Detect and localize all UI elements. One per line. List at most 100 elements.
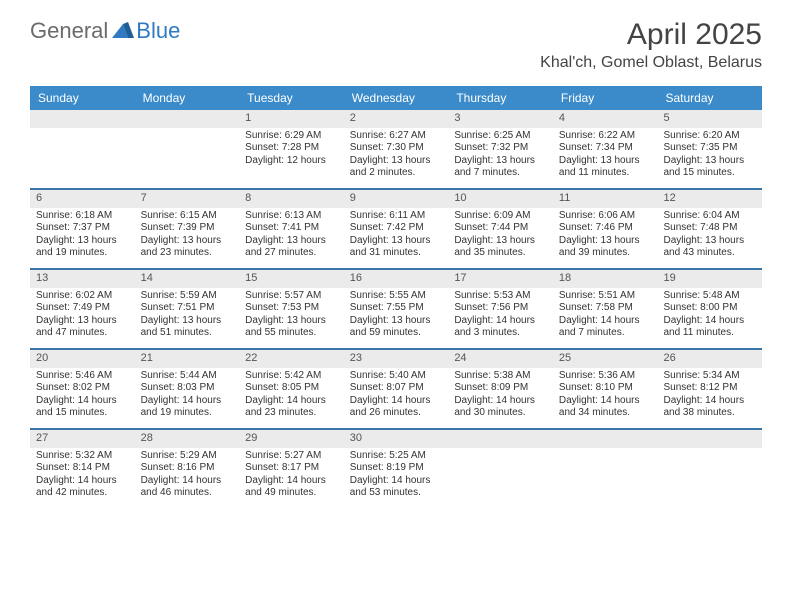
sunrise-text: Sunrise: 5:40 AM <box>350 370 443 383</box>
day-details: Sunrise: 5:32 AMSunset: 8:14 PMDaylight:… <box>30 448 135 504</box>
day-number: 11 <box>553 190 658 208</box>
daylight-text: Daylight: 14 hours and 15 minutes. <box>36 395 129 420</box>
day-number: 16 <box>344 270 449 288</box>
logo-text-general: General <box>30 18 108 44</box>
sunset-text: Sunset: 7:35 PM <box>663 142 756 155</box>
day-number: 7 <box>135 190 240 208</box>
daylight-text: Daylight: 14 hours and 38 minutes. <box>663 395 756 420</box>
day-details: Sunrise: 5:36 AMSunset: 8:10 PMDaylight:… <box>553 368 658 424</box>
day-details: Sunrise: 5:29 AMSunset: 8:16 PMDaylight:… <box>135 448 240 504</box>
day-cell: 3Sunrise: 6:25 AMSunset: 7:32 PMDaylight… <box>448 110 553 188</box>
day-number: 21 <box>135 350 240 368</box>
logo: General Blue <box>30 18 180 44</box>
sunrise-text: Sunrise: 5:32 AM <box>36 450 129 463</box>
day-number: 20 <box>30 350 135 368</box>
daylight-text: Daylight: 13 hours and 27 minutes. <box>245 235 338 260</box>
daylight-text: Daylight: 14 hours and 11 minutes. <box>663 315 756 340</box>
day-details: Sunrise: 6:09 AMSunset: 7:44 PMDaylight:… <box>448 208 553 264</box>
sunrise-text: Sunrise: 6:11 AM <box>350 210 443 223</box>
daylight-text: Daylight: 14 hours and 46 minutes. <box>141 475 234 500</box>
daylight-text: Daylight: 13 hours and 55 minutes. <box>245 315 338 340</box>
sunrise-text: Sunrise: 6:09 AM <box>454 210 547 223</box>
day-cell: 12Sunrise: 6:04 AMSunset: 7:48 PMDayligh… <box>657 190 762 268</box>
sunset-text: Sunset: 7:51 PM <box>141 302 234 315</box>
day-details: Sunrise: 6:22 AMSunset: 7:34 PMDaylight:… <box>553 128 658 184</box>
day-cell <box>135 110 240 188</box>
sunset-text: Sunset: 7:41 PM <box>245 222 338 235</box>
day-details: Sunrise: 5:44 AMSunset: 8:03 PMDaylight:… <box>135 368 240 424</box>
sunrise-text: Sunrise: 5:48 AM <box>663 290 756 303</box>
day-details: Sunrise: 5:48 AMSunset: 8:00 PMDaylight:… <box>657 288 762 344</box>
sunset-text: Sunset: 7:30 PM <box>350 142 443 155</box>
day-cell <box>448 430 553 508</box>
week-row: 13Sunrise: 6:02 AMSunset: 7:49 PMDayligh… <box>30 270 762 350</box>
sunset-text: Sunset: 7:42 PM <box>350 222 443 235</box>
sunset-text: Sunset: 7:53 PM <box>245 302 338 315</box>
day-number: 4 <box>553 110 658 128</box>
day-number: 24 <box>448 350 553 368</box>
daylight-text: Daylight: 13 hours and 59 minutes. <box>350 315 443 340</box>
sunrise-text: Sunrise: 5:25 AM <box>350 450 443 463</box>
sunrise-text: Sunrise: 6:13 AM <box>245 210 338 223</box>
sunset-text: Sunset: 7:44 PM <box>454 222 547 235</box>
day-details: Sunrise: 6:27 AMSunset: 7:30 PMDaylight:… <box>344 128 449 184</box>
day-number: 26 <box>657 350 762 368</box>
sunrise-text: Sunrise: 6:27 AM <box>350 130 443 143</box>
day-number: 1 <box>239 110 344 128</box>
day-cell: 28Sunrise: 5:29 AMSunset: 8:16 PMDayligh… <box>135 430 240 508</box>
sunset-text: Sunset: 7:48 PM <box>663 222 756 235</box>
day-details: Sunrise: 6:18 AMSunset: 7:37 PMDaylight:… <box>30 208 135 264</box>
sunset-text: Sunset: 7:34 PM <box>559 142 652 155</box>
sunset-text: Sunset: 7:49 PM <box>36 302 129 315</box>
day-cell: 23Sunrise: 5:40 AMSunset: 8:07 PMDayligh… <box>344 350 449 428</box>
sunrise-text: Sunrise: 5:53 AM <box>454 290 547 303</box>
day-details: Sunrise: 5:59 AMSunset: 7:51 PMDaylight:… <box>135 288 240 344</box>
day-cell: 10Sunrise: 6:09 AMSunset: 7:44 PMDayligh… <box>448 190 553 268</box>
day-number <box>657 430 762 448</box>
day-details: Sunrise: 5:40 AMSunset: 8:07 PMDaylight:… <box>344 368 449 424</box>
sunrise-text: Sunrise: 6:18 AM <box>36 210 129 223</box>
sunset-text: Sunset: 8:17 PM <box>245 462 338 475</box>
day-number <box>448 430 553 448</box>
day-cell: 1Sunrise: 6:29 AMSunset: 7:28 PMDaylight… <box>239 110 344 188</box>
daylight-text: Daylight: 13 hours and 51 minutes. <box>141 315 234 340</box>
day-details: Sunrise: 6:04 AMSunset: 7:48 PMDaylight:… <box>657 208 762 264</box>
sunset-text: Sunset: 8:16 PM <box>141 462 234 475</box>
daylight-text: Daylight: 14 hours and 42 minutes. <box>36 475 129 500</box>
sunset-text: Sunset: 7:56 PM <box>454 302 547 315</box>
day-details: Sunrise: 5:53 AMSunset: 7:56 PMDaylight:… <box>448 288 553 344</box>
daylight-text: Daylight: 14 hours and 53 minutes. <box>350 475 443 500</box>
day-cell <box>657 430 762 508</box>
day-cell: 15Sunrise: 5:57 AMSunset: 7:53 PMDayligh… <box>239 270 344 348</box>
day-cell: 18Sunrise: 5:51 AMSunset: 7:58 PMDayligh… <box>553 270 658 348</box>
sunset-text: Sunset: 8:14 PM <box>36 462 129 475</box>
day-cell: 13Sunrise: 6:02 AMSunset: 7:49 PMDayligh… <box>30 270 135 348</box>
day-cell: 25Sunrise: 5:36 AMSunset: 8:10 PMDayligh… <box>553 350 658 428</box>
day-number: 14 <box>135 270 240 288</box>
daylight-text: Daylight: 13 hours and 23 minutes. <box>141 235 234 260</box>
daylight-text: Daylight: 13 hours and 15 minutes. <box>663 155 756 180</box>
page-header: General Blue April 2025 Khal'ch, Gomel O… <box>0 0 792 80</box>
sunset-text: Sunset: 8:09 PM <box>454 382 547 395</box>
day-number: 8 <box>239 190 344 208</box>
daylight-text: Daylight: 13 hours and 39 minutes. <box>559 235 652 260</box>
day-header: Monday <box>135 86 240 110</box>
sunrise-text: Sunrise: 6:02 AM <box>36 290 129 303</box>
day-number: 6 <box>30 190 135 208</box>
day-number: 27 <box>30 430 135 448</box>
day-cell: 8 Sunrise: 6:13 AMSunset: 7:41 PMDaylight… <box>239 190 344 268</box>
sunrise-text: Sunrise: 5:46 AM <box>36 370 129 383</box>
daylight-text: Daylight: 12 hours <box>245 155 338 168</box>
daylight-text: Daylight: 14 hours and 30 minutes. <box>454 395 547 420</box>
sunrise-text: Sunrise: 5:44 AM <box>141 370 234 383</box>
logo-text-blue: Blue <box>136 18 180 44</box>
title-block: April 2025 Khal'ch, Gomel Oblast, Belaru… <box>540 18 762 72</box>
logo-triangle-icon <box>112 20 134 43</box>
sunset-text: Sunset: 7:55 PM <box>350 302 443 315</box>
sunset-text: Sunset: 8:12 PM <box>663 382 756 395</box>
day-cell: 24Sunrise: 5:38 AMSunset: 8:09 PMDayligh… <box>448 350 553 428</box>
daylight-text: Daylight: 14 hours and 26 minutes. <box>350 395 443 420</box>
day-cell <box>30 110 135 188</box>
day-header-row: SundayMondayTuesdayWednesdayThursdayFrid… <box>30 86 762 110</box>
week-row: 6Sunrise: 6:18 AMSunset: 7:37 PMDaylight… <box>30 190 762 270</box>
